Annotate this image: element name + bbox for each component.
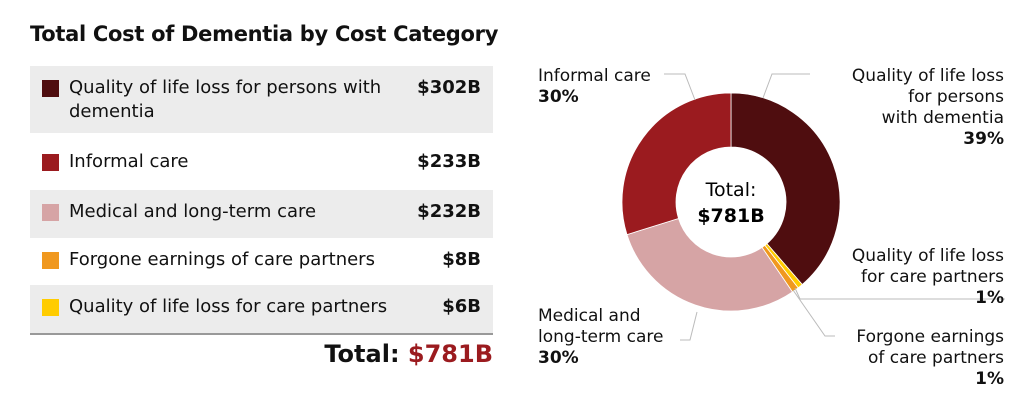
total-label: Total: xyxy=(324,340,400,368)
center-total-value: $781B xyxy=(697,205,764,227)
row-value: $233B xyxy=(417,151,481,172)
legend-swatch xyxy=(42,154,59,171)
center-total-label: Total: xyxy=(705,179,757,201)
leader-line xyxy=(762,73,810,99)
row-value: $302B xyxy=(417,77,481,98)
row-value: $6B xyxy=(442,296,481,317)
row-label: Medical and long-term care xyxy=(69,201,317,222)
donut-slice xyxy=(621,92,732,236)
label-qol-persons: Quality of life loss for persons with deme… xyxy=(851,66,1004,149)
row-value: $8B xyxy=(442,249,481,270)
legend-swatch xyxy=(42,204,59,221)
cost-table: Quality of life loss for persons with de… xyxy=(30,66,493,335)
leader-line xyxy=(664,73,696,101)
table-divider xyxy=(30,333,493,335)
legend-swatch xyxy=(42,80,59,97)
row-label: Quality of life loss for persons with de… xyxy=(69,77,382,122)
table-row: Quality of life loss for care partners $6… xyxy=(30,285,493,333)
leader-line xyxy=(680,311,698,341)
legend-swatch xyxy=(42,299,59,316)
table-row: Medical and long-term care $232B xyxy=(30,190,493,238)
total-value: $781B xyxy=(407,340,493,368)
row-label: Quality of life loss for care partners xyxy=(69,296,388,317)
row-value: $232B xyxy=(417,201,481,222)
legend-swatch xyxy=(42,252,59,269)
label-medical: Medical and long-term care 30% xyxy=(538,306,664,368)
leader-line xyxy=(792,289,835,337)
donut-slice xyxy=(626,217,794,312)
chart-title: Total Cost of Dementia by Cost Category xyxy=(30,22,499,46)
donut-slice xyxy=(730,92,841,286)
label-informal: Informal care 30% xyxy=(538,66,651,107)
table-row: Forgone earnings of care partners $8B xyxy=(30,238,493,285)
row-label: Forgone earnings of care partners xyxy=(69,249,375,270)
leader-line xyxy=(794,287,1005,300)
label-forgone: Forgone earnings of care partners 1% xyxy=(856,327,1004,389)
table-row: Quality of life loss for persons with de… xyxy=(30,66,493,133)
label-qol-partners: Quality of life loss for care partners 1% xyxy=(851,246,1004,308)
row-label: Informal care xyxy=(69,151,189,172)
table-row: Informal care $233B xyxy=(30,140,493,190)
table-total: Total: $781B xyxy=(324,340,493,368)
